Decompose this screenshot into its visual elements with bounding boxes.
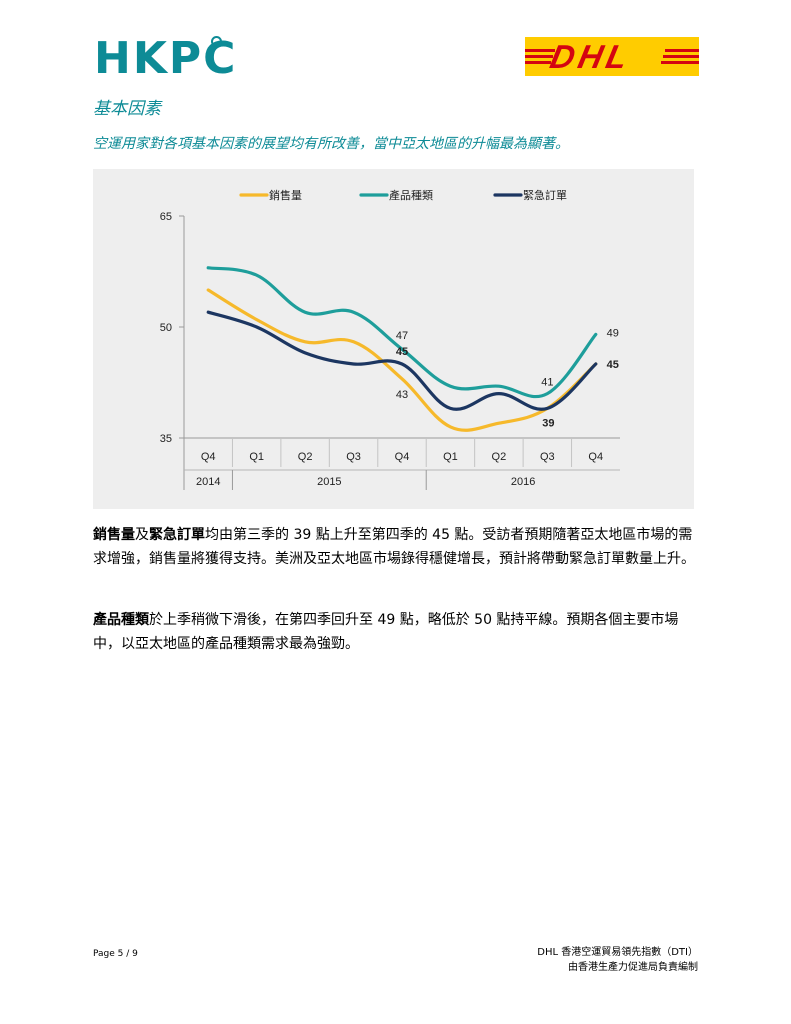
data-label: 45 <box>607 359 619 371</box>
y-tick-label: 65 <box>160 211 172 223</box>
chart-svg: 35 50 65 Q4 Q1 Q2 Q3 Q4 Q1 Q2 Q3 Q4 2014 2015 2016 47 45… <box>160 188 620 490</box>
data-label: 41 <box>541 377 553 389</box>
x-tick-label: Q4 <box>201 451 216 463</box>
term-product-types: 產品種類 <box>93 612 149 628</box>
paragraph-product-types: 產品種類於上季稍微下滑後，在第四季回升至 49 點，略低於 50 點持平線。預期… <box>93 612 679 652</box>
data-label: 43 <box>396 389 408 401</box>
footer-compiled: 由香港生產力促進局負責編制 <box>568 962 698 973</box>
term-urgent-orders: 緊急訂單 <box>149 527 205 543</box>
x-tick-label: Q4 <box>588 451 603 463</box>
section-subtitle: 空運用家對各項基本因素的展望均有所改善，當中亞太地區的升幅最為顯著。 <box>93 136 569 152</box>
data-label: 47 <box>396 330 408 342</box>
year-label: 2016 <box>511 476 535 488</box>
x-tick-label: Q2 <box>298 451 313 463</box>
x-tick-label: Q3 <box>346 451 361 463</box>
x-tick-label: Q1 <box>249 451 264 463</box>
hkpc-logo-mark-icon <box>211 36 222 47</box>
dhl-logo: DHL <box>525 37 699 76</box>
footer-title: DHL 香港空運貿易領先指數（DTI） <box>537 947 698 958</box>
series-line-1 <box>206 288 598 432</box>
hkpc-logo: HKPC <box>94 33 238 84</box>
paragraph-sales-urgent: 銷售量及緊急訂單均由第三季的 39 點上升至第四季的 45 點。受訪者預期隨著亞… <box>93 527 695 567</box>
x-tick-label: Q4 <box>395 451 410 463</box>
y-tick-label: 50 <box>160 322 172 334</box>
series-line-2 <box>206 266 598 399</box>
x-tick-label: Q2 <box>492 451 507 463</box>
series-line-3 <box>206 310 598 411</box>
data-label: 39 <box>542 417 554 429</box>
data-label: 45 <box>396 346 408 358</box>
year-label: 2014 <box>196 476 220 488</box>
x-tick-label: Q3 <box>540 451 555 463</box>
term-sales: 銷售量 <box>93 527 135 543</box>
x-tick-label: Q1 <box>443 451 458 463</box>
section-title: 基本因素 <box>93 99 161 119</box>
year-label: 2015 <box>317 476 341 488</box>
y-tick-label: 35 <box>160 433 172 445</box>
legend-label: 緊急訂單 <box>523 188 567 202</box>
legend-label: 產品種類 <box>389 188 433 202</box>
page-number: Page 5 / 9 <box>93 949 138 959</box>
line-chart: 35 50 65 Q4 Q1 Q2 Q3 Q4 Q1 Q2 Q3 Q4 2014 2015 2016 47 45… <box>93 169 694 509</box>
dhl-stripes-icon <box>525 49 699 64</box>
legend-label: 銷售量 <box>269 188 302 202</box>
footer-info: DHL 香港空運貿易領先指數（DTI） 由香港生產力促進局負責編制 <box>537 945 698 975</box>
data-label: 49 <box>607 327 619 339</box>
